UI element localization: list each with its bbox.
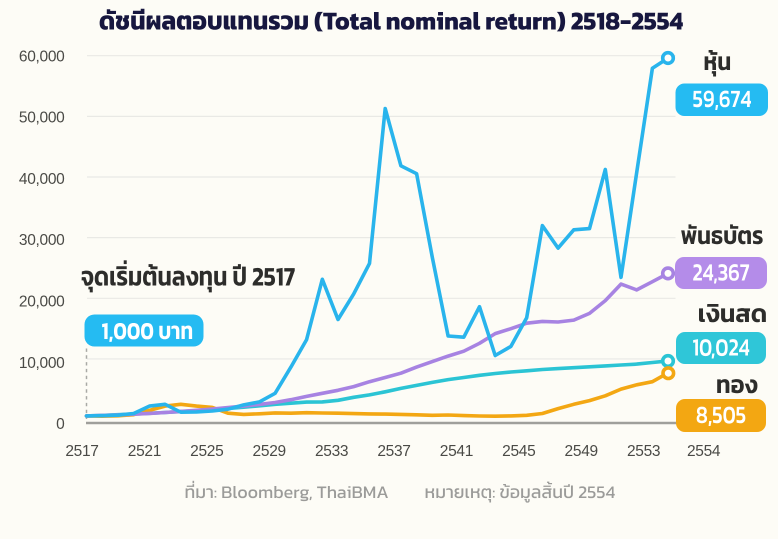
svg-text:20,000: 20,000 [19,294,65,311]
svg-text:2545: 2545 [502,443,535,460]
svg-text:2517: 2517 [65,443,98,460]
svg-text:50,000: 50,000 [19,110,65,127]
svg-text:2554: 2554 [687,443,721,460]
svg-text:2521: 2521 [128,443,161,460]
svg-text:0: 0 [56,416,65,433]
svg-text:2549: 2549 [565,443,598,460]
svg-text:10,000: 10,000 [19,355,65,372]
svg-text:2533: 2533 [315,443,348,460]
svg-text:2541: 2541 [440,443,473,460]
svg-text:2525: 2525 [190,443,223,460]
svg-text:40,000: 40,000 [19,171,65,188]
svg-text:30,000: 30,000 [19,232,65,249]
svg-text:2529: 2529 [253,443,286,460]
svg-text:60,000: 60,000 [19,48,65,65]
svg-text:2537: 2537 [377,443,410,460]
svg-text:2553: 2553 [627,443,660,460]
